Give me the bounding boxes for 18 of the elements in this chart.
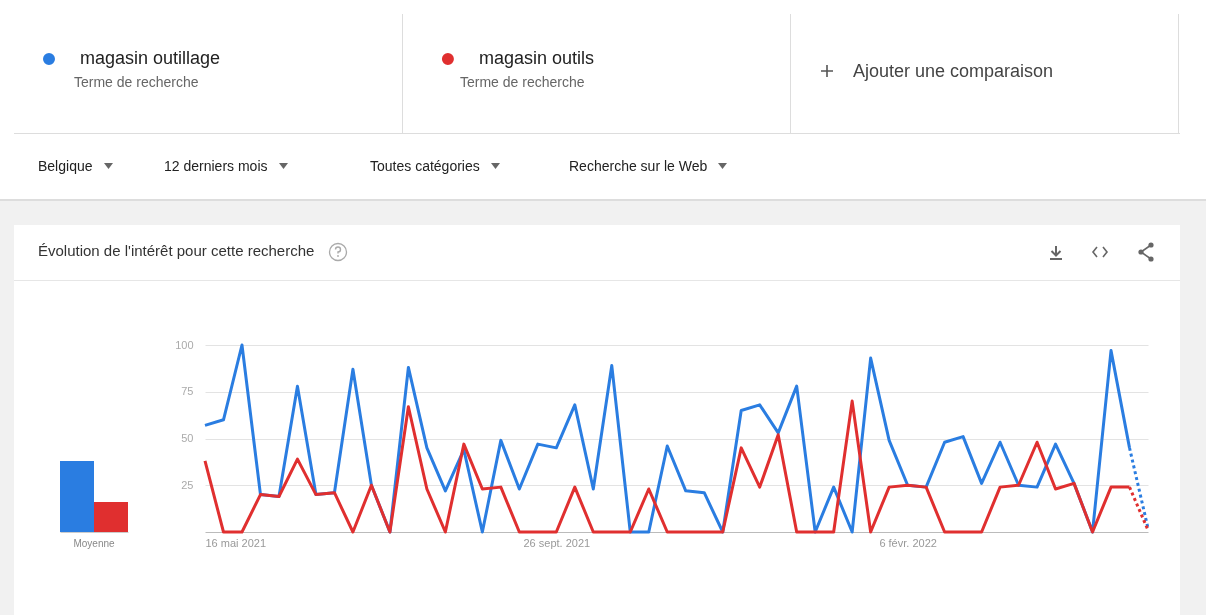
y-tick-label: 50 — [181, 432, 194, 444]
text: Recherche sur le Web — [569, 158, 708, 174]
legend-label: magasin outillage — [80, 48, 221, 68]
x-tick-label: 16 mai 2021 — [205, 536, 267, 549]
y-tick-label: 25 — [181, 478, 194, 491]
chart-title: Évolution de l'intérêt pour cette recherche — [38, 242, 315, 259]
x-tick-label: Moyenne — [73, 537, 116, 549]
x-tick-label: 26 sept. 2021 — [523, 536, 591, 549]
text: Belgique — [38, 158, 93, 174]
text: Ajouter une comparaison — [853, 61, 1054, 82]
text: Terme de recherche — [74, 74, 199, 90]
text: Terme de recherche — [460, 74, 585, 90]
legend-label: magasin outils — [478, 48, 594, 68]
y-tick-label: 75 — [181, 385, 194, 398]
text: 12 derniers mois — [164, 158, 268, 174]
text: Toutes catégories — [370, 158, 480, 174]
y-tick-label: 100 — [175, 338, 194, 351]
x-tick-label: 6 févr. 2022 — [879, 536, 937, 549]
